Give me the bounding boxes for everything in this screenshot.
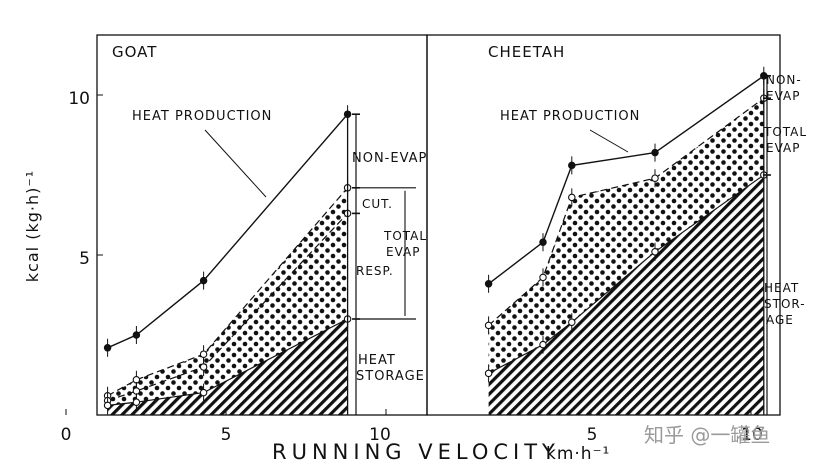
goat-resp-label: RESP. (356, 264, 394, 278)
goat-heat-storage-area (107, 319, 348, 415)
cheetah-total-evap-word1: TOTAL (763, 125, 807, 139)
goat-heat-storage-word1: HEAT (358, 353, 396, 368)
cheetah-total-evap-word2: EVAP (766, 141, 800, 155)
goat-point-1-2 (199, 350, 208, 358)
goat-title: GOAT (112, 43, 157, 61)
goat-total-evap-word2: EVAP (386, 245, 420, 259)
goat-heat-storage-label: HEAT STORAGE (356, 353, 425, 384)
watermark: 知乎 @一罐鱼 (644, 423, 770, 447)
x-tick-goat-0: 0 (61, 425, 72, 445)
cheetah-point-1-2 (568, 193, 576, 202)
cheetah-heat-storage-word1: HEAT (764, 281, 799, 295)
goat-point-3-1 (132, 398, 141, 406)
cheetah-point-0-0 (484, 280, 493, 288)
goat-series-line-0 (107, 113, 349, 349)
goat-total-evap-label: TOTAL EVAP (383, 229, 432, 259)
y-tick-5: 5 (79, 249, 90, 269)
goat-point-3-2 (199, 388, 208, 397)
x-axis-unit: km·h⁻¹ (546, 444, 610, 464)
cheetah-heat-production-pointer (589, 129, 629, 153)
goat-series-line-3 (107, 318, 348, 406)
goat-series-line-2 (107, 212, 349, 402)
cheetah-point-2-2 (568, 318, 576, 326)
cheetah-title: CHEETAH (488, 43, 565, 61)
x-tick-cheetah-5: 5 (587, 425, 598, 445)
cheetah-point-1-3 (651, 174, 659, 182)
cheetah-non-evap-word2: EVAP (766, 89, 800, 103)
cheetah-non-evap-word1: NON- (766, 73, 802, 87)
y-axis-title: kcal (kg·h)⁻¹ (23, 170, 42, 282)
goat-heat-production-label: HEAT PRODUCTION (132, 109, 272, 124)
x-axis-title: RUNNING VELOCITY (272, 440, 560, 464)
cheetah-point-1-1 (539, 273, 547, 282)
goat-point-3-0 (103, 401, 112, 410)
cheetah-point-1-0 (484, 321, 493, 330)
goat-heat-storage-word2: STORAGE (356, 369, 425, 384)
cheetah-point-0-1 (539, 238, 547, 246)
cheetah-heat-production-label: HEAT PRODUCTION (500, 109, 640, 124)
x-tick-goat-5: 5 (221, 425, 232, 445)
y-tick-10: 10 (68, 89, 90, 109)
cheetah-point-0-2 (568, 161, 576, 170)
goat-point-0-1 (132, 331, 141, 339)
cheetah-point-0-3 (651, 148, 659, 157)
goat-series-line-1 (107, 187, 349, 397)
cheetah-point-2-3 (651, 248, 659, 256)
cheetah-heat-storage-label: HEAT STOR- AGE (764, 281, 810, 327)
cheetah-evap-area (488, 98, 764, 374)
goat-cut-label: CUT. (362, 197, 393, 211)
goat-point-2-2 (199, 363, 208, 371)
goat-non-evap-label: NON-EVAP (352, 151, 427, 166)
x-tick-cheetah-10: 10 (741, 425, 763, 445)
goat-point-0-0 (103, 344, 112, 352)
goat-heat-production-pointer (204, 129, 267, 198)
goat-evap-area (107, 187, 348, 406)
cheetah-total-evap-label: TOTAL EVAP (763, 125, 812, 155)
cheetah-heat-storage-word3: AGE (766, 313, 794, 327)
x-tick-goat-10: 10 (369, 425, 391, 445)
cheetah-non-evap-label: NON- EVAP (766, 73, 807, 103)
cheetah-heat-storage-area (488, 175, 764, 415)
goat-total-evap-word1: TOTAL (383, 229, 427, 243)
goat-point-0-2 (199, 276, 208, 285)
cheetah-point-2-0 (484, 369, 493, 378)
cheetah-point-2-1 (539, 340, 547, 349)
cheetah-heat-storage-word2: STOR- (764, 297, 806, 311)
